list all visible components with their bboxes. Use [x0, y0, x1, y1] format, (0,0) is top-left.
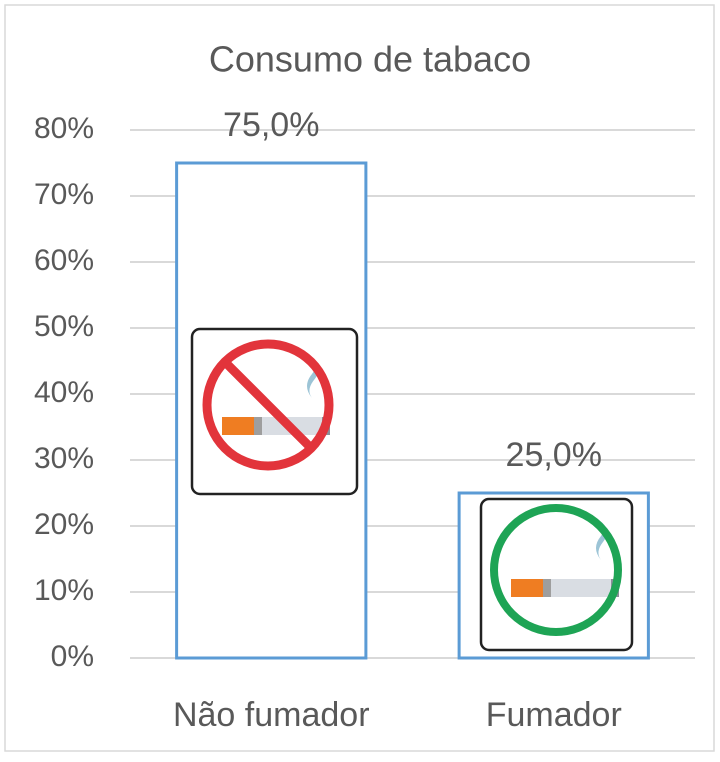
- y-tick-label: 20%: [34, 508, 94, 541]
- y-tick-label: 70%: [34, 178, 94, 211]
- y-tick-label: 30%: [34, 442, 94, 475]
- y-tick-label: 80%: [34, 112, 94, 145]
- y-tick-label: 40%: [34, 376, 94, 409]
- y-tick-label: 10%: [34, 574, 94, 607]
- y-tick-label: 0%: [51, 640, 94, 673]
- y-tick-label: 50%: [34, 310, 94, 343]
- data-label: 75,0%: [223, 106, 319, 144]
- data-label: 25,0%: [506, 436, 602, 474]
- icon-no-smoking: [190, 327, 359, 496]
- icon-smoking: [479, 497, 634, 652]
- x-tick-label: Não fumador: [173, 696, 370, 734]
- x-tick-label: Fumador: [486, 696, 622, 734]
- y-tick-label: 60%: [34, 244, 94, 277]
- chart-title: Consumo de tabaco: [209, 39, 531, 80]
